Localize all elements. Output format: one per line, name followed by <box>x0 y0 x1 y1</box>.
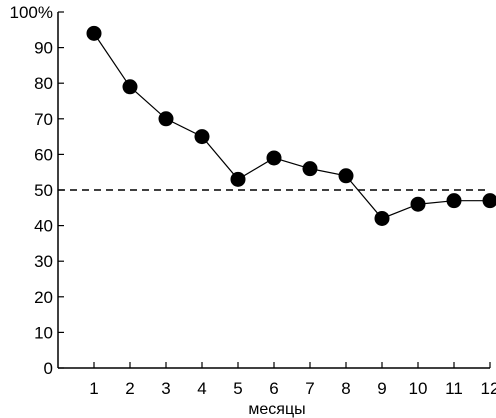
data-point <box>482 193 496 209</box>
y-tick-label: 30 <box>34 252 53 271</box>
data-point <box>410 196 426 212</box>
y-tick-label: 60 <box>34 145 53 164</box>
y-tick-label: 40 <box>34 217 53 236</box>
series-group <box>86 25 496 226</box>
data-point <box>446 193 462 209</box>
x-tick-label: 4 <box>197 379 206 398</box>
y-tick-label: 20 <box>34 288 53 307</box>
x-tick-label: 7 <box>305 379 314 398</box>
x-axis-label: месяцы <box>248 401 305 418</box>
data-point <box>86 25 102 41</box>
x-tick-label: 2 <box>125 379 134 398</box>
y-tick-label: 0 <box>44 359 53 378</box>
data-point <box>266 150 282 166</box>
x-tick-label: 10 <box>409 379 428 398</box>
data-point <box>194 129 210 145</box>
data-point <box>374 210 390 226</box>
y-tick-label: 70 <box>34 110 53 129</box>
x-tick-label: 8 <box>341 379 350 398</box>
x-tick-label: 5 <box>233 379 242 398</box>
y-tick-label: 10 <box>34 323 53 342</box>
data-point <box>302 161 318 177</box>
y-tick-label: 50 <box>34 181 53 200</box>
y-tick-label: 80 <box>34 74 53 93</box>
data-point <box>122 79 138 95</box>
x-tick-label: 11 <box>445 379 463 398</box>
x-tick-label: 1 <box>89 379 98 398</box>
data-point <box>158 111 174 127</box>
y-tick-label: 90 <box>34 39 53 58</box>
x-tick-label: 3 <box>161 379 170 398</box>
data-point <box>230 171 246 187</box>
data-point <box>338 168 354 184</box>
x-tick-label: 12 <box>481 379 496 398</box>
y-tick-label: 100% <box>10 3 53 22</box>
x-tick-label: 6 <box>269 379 278 398</box>
x-tick-label: 9 <box>377 379 386 398</box>
